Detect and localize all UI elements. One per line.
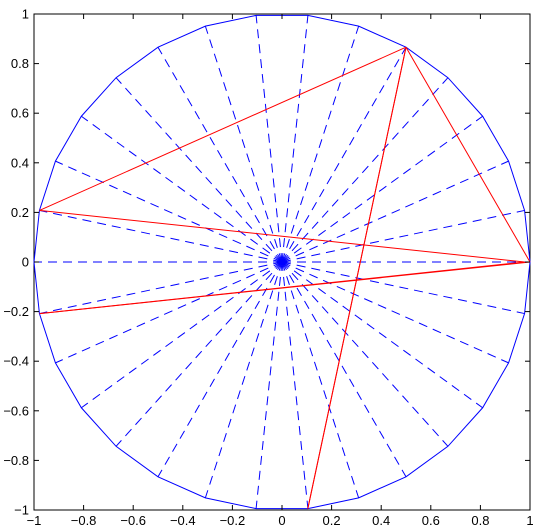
- spoke-line: [115, 261, 283, 447]
- x-tick-label: −1: [27, 513, 42, 528]
- y-tick-label: −0.6: [3, 403, 29, 418]
- spoke-line: [281, 261, 309, 509]
- y-tick-label: −1: [14, 503, 29, 518]
- spoke-line: [255, 15, 283, 263]
- spoke-line: [81, 261, 283, 409]
- y-tick-label: 0.4: [11, 155, 29, 170]
- red-segment: [39, 261, 531, 315]
- y-tick-label: 0.2: [11, 205, 29, 220]
- spoke-line: [281, 209, 525, 263]
- spoke-line: [281, 15, 309, 263]
- spoke-line: [115, 77, 283, 263]
- y-tick-label: −0.8: [3, 453, 29, 468]
- spoke-line: [281, 115, 483, 263]
- red-polyline-layer: [39, 46, 531, 509]
- y-tick-label: −0.2: [3, 304, 29, 319]
- y-tick-label: 0.8: [11, 56, 29, 71]
- spoke-line: [281, 261, 483, 409]
- spoke-line: [281, 261, 449, 447]
- red-segment: [405, 46, 531, 263]
- x-tick-label: 0.2: [323, 513, 341, 528]
- spoke-line: [281, 77, 449, 263]
- spoke-line: [204, 261, 283, 499]
- spoke-line: [81, 115, 283, 263]
- tick-layer: −1 −0.8 −0.6 −0.4 −0.2 0 0.2 0.4 0.6 0.8 1 1 0.8 0.6 0…: [3, 7, 533, 529]
- x-tick-label: −0.6: [120, 513, 146, 528]
- spoke-line: [281, 261, 407, 478]
- red-segment: [307, 47, 407, 509]
- spoke-line: [39, 209, 283, 263]
- x-tick-label: 0.8: [471, 513, 489, 528]
- spoke-line: [204, 25, 283, 263]
- y-tick-label: 1: [22, 7, 29, 22]
- y-tick-label: −0.4: [3, 354, 29, 369]
- spoke-line: [281, 261, 525, 315]
- y-tick-label: 0: [22, 255, 29, 270]
- blue-figure-layer: [33, 14, 531, 510]
- x-tick-label: −0.2: [220, 513, 246, 528]
- x-tick-label: 1: [526, 513, 533, 528]
- spoke-line: [39, 261, 283, 315]
- spoke-line: [281, 25, 360, 263]
- x-tick-label: 0.4: [372, 513, 390, 528]
- spoke-line: [281, 261, 360, 499]
- red-segment: [39, 209, 525, 263]
- x-tick-label: 0: [278, 513, 285, 528]
- x-tick-label: 0.6: [422, 513, 440, 528]
- spoke-line: [55, 160, 283, 263]
- x-tick-label: −0.8: [71, 513, 97, 528]
- x-tick-label: −0.4: [170, 513, 196, 528]
- spoke-line: [157, 46, 283, 263]
- spoke-line: [157, 261, 283, 478]
- red-segment: [39, 46, 407, 211]
- spoke-line: [281, 46, 407, 263]
- y-tick-label: 0.6: [11, 106, 29, 121]
- spoke-line: [281, 160, 509, 263]
- spoke-line: [281, 261, 509, 364]
- spoke-line: [55, 261, 283, 364]
- spoke-line: [255, 261, 283, 509]
